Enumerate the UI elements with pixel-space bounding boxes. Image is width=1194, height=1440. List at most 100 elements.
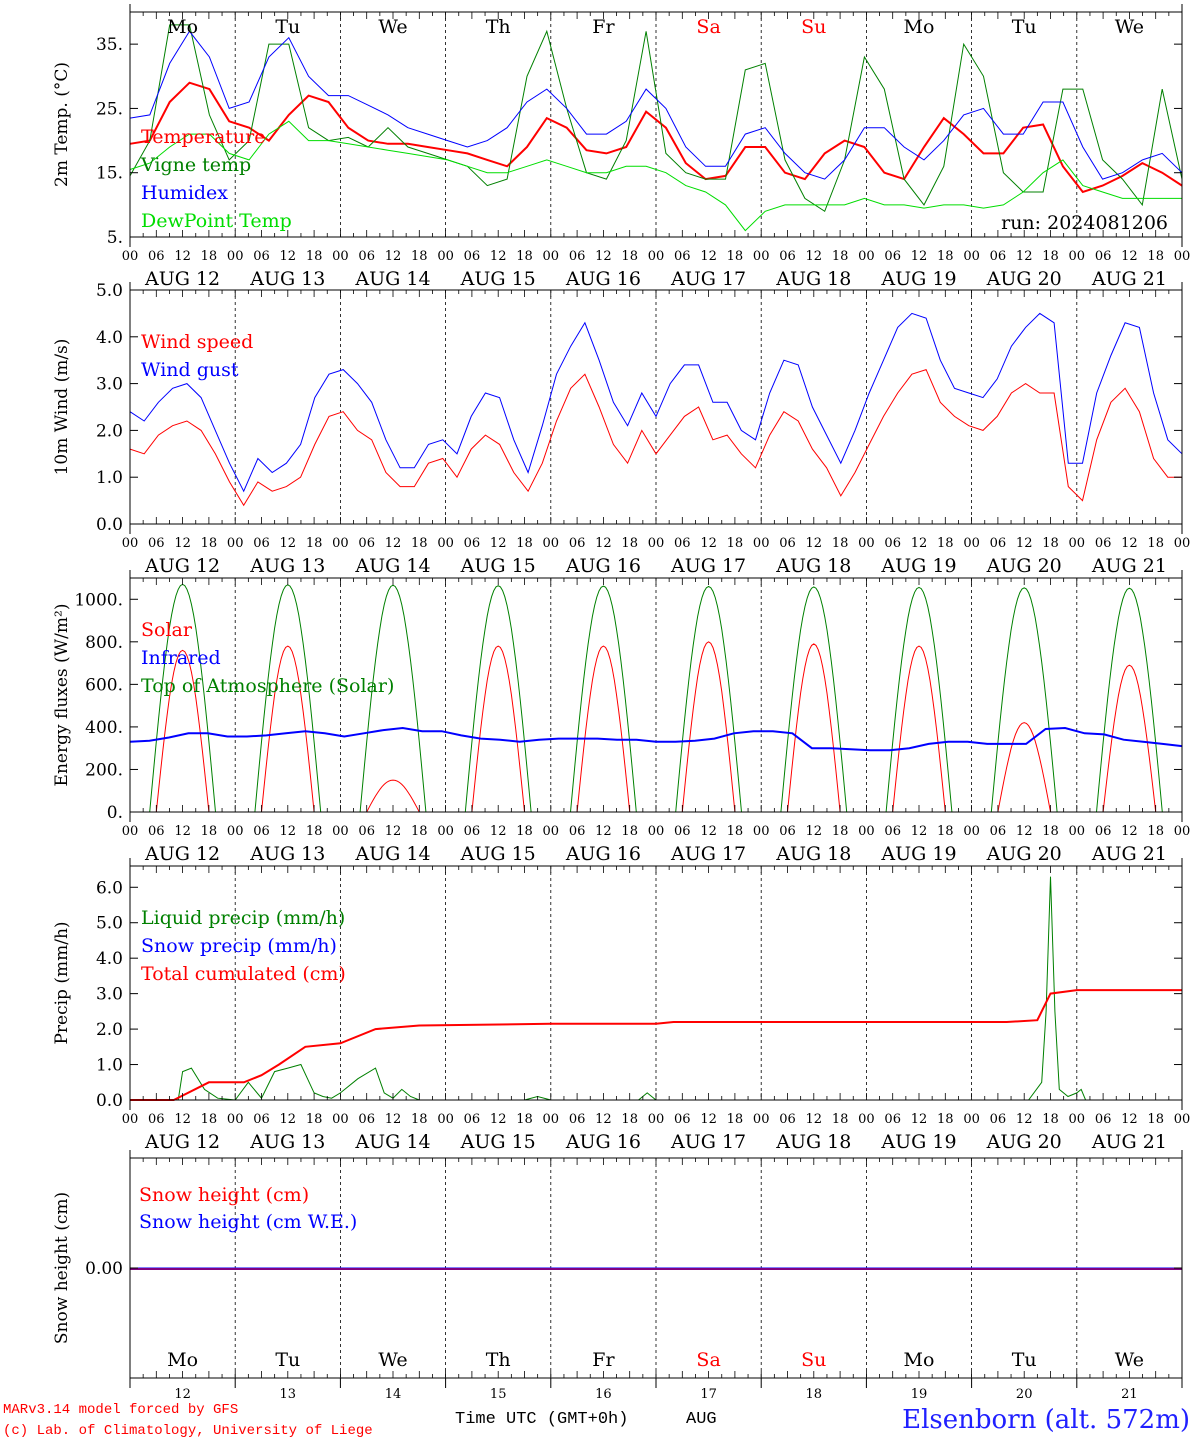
hour-tick-label: 12 xyxy=(280,536,297,551)
hour-tick-label: 12 xyxy=(490,1112,507,1127)
weekday-label: Su xyxy=(801,16,826,38)
weekday-label-bottom: Th xyxy=(486,1349,511,1371)
date-label: AUG 18 xyxy=(775,268,851,290)
hour-tick-label: 00 xyxy=(858,1112,875,1127)
hour-tick-label: 06 xyxy=(569,824,586,839)
hour-tick-label: 12 xyxy=(911,249,928,264)
legend-entry: Temperature xyxy=(141,126,265,148)
day-number-label: 15 xyxy=(490,1387,507,1402)
hour-tick-label: 00 xyxy=(227,1112,244,1127)
footer-model: MARv3.14 model forced by GFS xyxy=(3,1402,238,1418)
hour-tick-label: 12 xyxy=(280,249,297,264)
hour-tick-label: 06 xyxy=(884,824,901,839)
series-vigne-temp xyxy=(129,24,1183,213)
plot-frame xyxy=(129,11,1183,238)
hour-tick-label: 12 xyxy=(700,1112,717,1127)
date-label: AUG 12 xyxy=(144,1131,220,1153)
hour-tick-label: 18 xyxy=(411,824,428,839)
hour-tick-label: 00 xyxy=(963,249,980,264)
hour-tick-label: 06 xyxy=(674,249,691,264)
y-tick-label: 25. xyxy=(96,99,123,119)
date-label: AUG 12 xyxy=(144,843,220,865)
hour-tick-label: 12 xyxy=(174,1112,191,1127)
hour-tick-label: 12 xyxy=(700,536,717,551)
hour-tick-label: 00 xyxy=(332,824,349,839)
y-tick-label: 1000. xyxy=(74,590,123,610)
hour-tick-label: 18 xyxy=(1042,249,1059,264)
hour-tick-label: 00 xyxy=(122,536,139,551)
hour-tick-label: 06 xyxy=(148,536,165,551)
date-label: AUG 13 xyxy=(249,1131,325,1153)
date-label: AUG 19 xyxy=(880,268,956,290)
series-dewpoint-temp xyxy=(129,120,1182,232)
hour-tick-label: 00 xyxy=(437,824,454,839)
legend-entry: Infrared xyxy=(141,647,221,669)
weekday-label: We xyxy=(378,16,407,38)
y-tick-label: 0. xyxy=(107,803,123,823)
hour-tick-label: 12 xyxy=(385,536,402,551)
text-layer: 5. 15. 25. 35. 2m Temp. (°C) Temperature Vigne… xyxy=(52,16,1190,1402)
legend-entry: Wind gust xyxy=(141,359,239,381)
hour-tick-label: 06 xyxy=(253,536,270,551)
y-axis-label: 10m Wind (m/s) xyxy=(52,339,72,476)
date-label: AUG 15 xyxy=(460,1131,536,1153)
hour-tick-label: 18 xyxy=(832,824,849,839)
hour-tick-label: 12 xyxy=(1121,1112,1138,1127)
date-label: AUG 17 xyxy=(670,1131,746,1153)
y-tick-label: 600. xyxy=(85,675,123,695)
hour-tick-label: 06 xyxy=(779,824,796,839)
hour-tick-label: 00 xyxy=(1069,1112,1086,1127)
y-axis-label: Precip (mm/h) xyxy=(52,921,72,1044)
y-tick-label: 6.0 xyxy=(96,878,123,898)
hour-tick-label: 06 xyxy=(884,536,901,551)
day-number-label: 13 xyxy=(280,1387,297,1402)
hour-tick-label: 00 xyxy=(1069,249,1086,264)
legend-entry: Snow precip (mm/h) xyxy=(141,935,337,957)
y-tick-label: 0.00 xyxy=(85,1259,123,1279)
y-tick-label: 2.0 xyxy=(96,421,123,441)
date-label: AUG 15 xyxy=(460,268,536,290)
y-tick-label: 0.0 xyxy=(96,515,123,535)
hour-tick-label: 12 xyxy=(806,824,823,839)
hour-tick-label: 06 xyxy=(253,824,270,839)
date-label: AUG 20 xyxy=(986,555,1062,577)
weekday-label-bottom: We xyxy=(1115,1349,1144,1371)
y-tick-label: 0.0 xyxy=(96,1091,123,1111)
station-label: Elsenborn (alt. 572m) xyxy=(902,1405,1190,1435)
y-tick-label: 1.0 xyxy=(96,1056,123,1076)
hour-tick-label: 00 xyxy=(753,536,770,551)
hour-tick-label: 00 xyxy=(1174,1112,1191,1127)
date-label: AUG 21 xyxy=(1091,1131,1167,1153)
hour-tick-label: 06 xyxy=(464,536,481,551)
hour-tick-label: 12 xyxy=(595,824,612,839)
hour-tick-label: 00 xyxy=(227,536,244,551)
hour-tick-label: 18 xyxy=(727,1112,744,1127)
hour-tick-label: 00 xyxy=(543,1112,560,1127)
series-solar xyxy=(130,641,1182,813)
weekday-label: Sa xyxy=(696,16,720,38)
hour-tick-label: 12 xyxy=(280,1112,297,1127)
hour-tick-label: 18 xyxy=(1042,536,1059,551)
date-label: AUG 15 xyxy=(460,555,536,577)
hour-tick-label: 18 xyxy=(201,824,218,839)
hour-tick-label: 00 xyxy=(963,536,980,551)
weekday-label: Mo xyxy=(167,16,198,38)
hour-tick-label: 06 xyxy=(990,249,1007,264)
hour-tick-label: 12 xyxy=(174,824,191,839)
hour-tick-label: 00 xyxy=(963,824,980,839)
hour-tick-label: 12 xyxy=(595,249,612,264)
hour-tick-label: 06 xyxy=(1095,1112,1112,1127)
hour-tick-label: 06 xyxy=(569,1112,586,1127)
hour-tick-label: 12 xyxy=(490,824,507,839)
hour-tick-label: 06 xyxy=(990,824,1007,839)
date-label: AUG 20 xyxy=(986,268,1062,290)
y-tick-label: 35. xyxy=(96,35,123,55)
hour-tick-label: 00 xyxy=(648,249,665,264)
hour-tick-label: 12 xyxy=(700,249,717,264)
y-axis-label: Energy fluxes (W/m²) xyxy=(52,604,72,787)
date-label: AUG 16 xyxy=(565,1131,641,1153)
hour-tick-label: 00 xyxy=(437,536,454,551)
y-tick-label: 5.0 xyxy=(96,914,123,934)
hour-tick-label: 18 xyxy=(516,1112,533,1127)
y-tick-label: 200. xyxy=(85,760,123,780)
